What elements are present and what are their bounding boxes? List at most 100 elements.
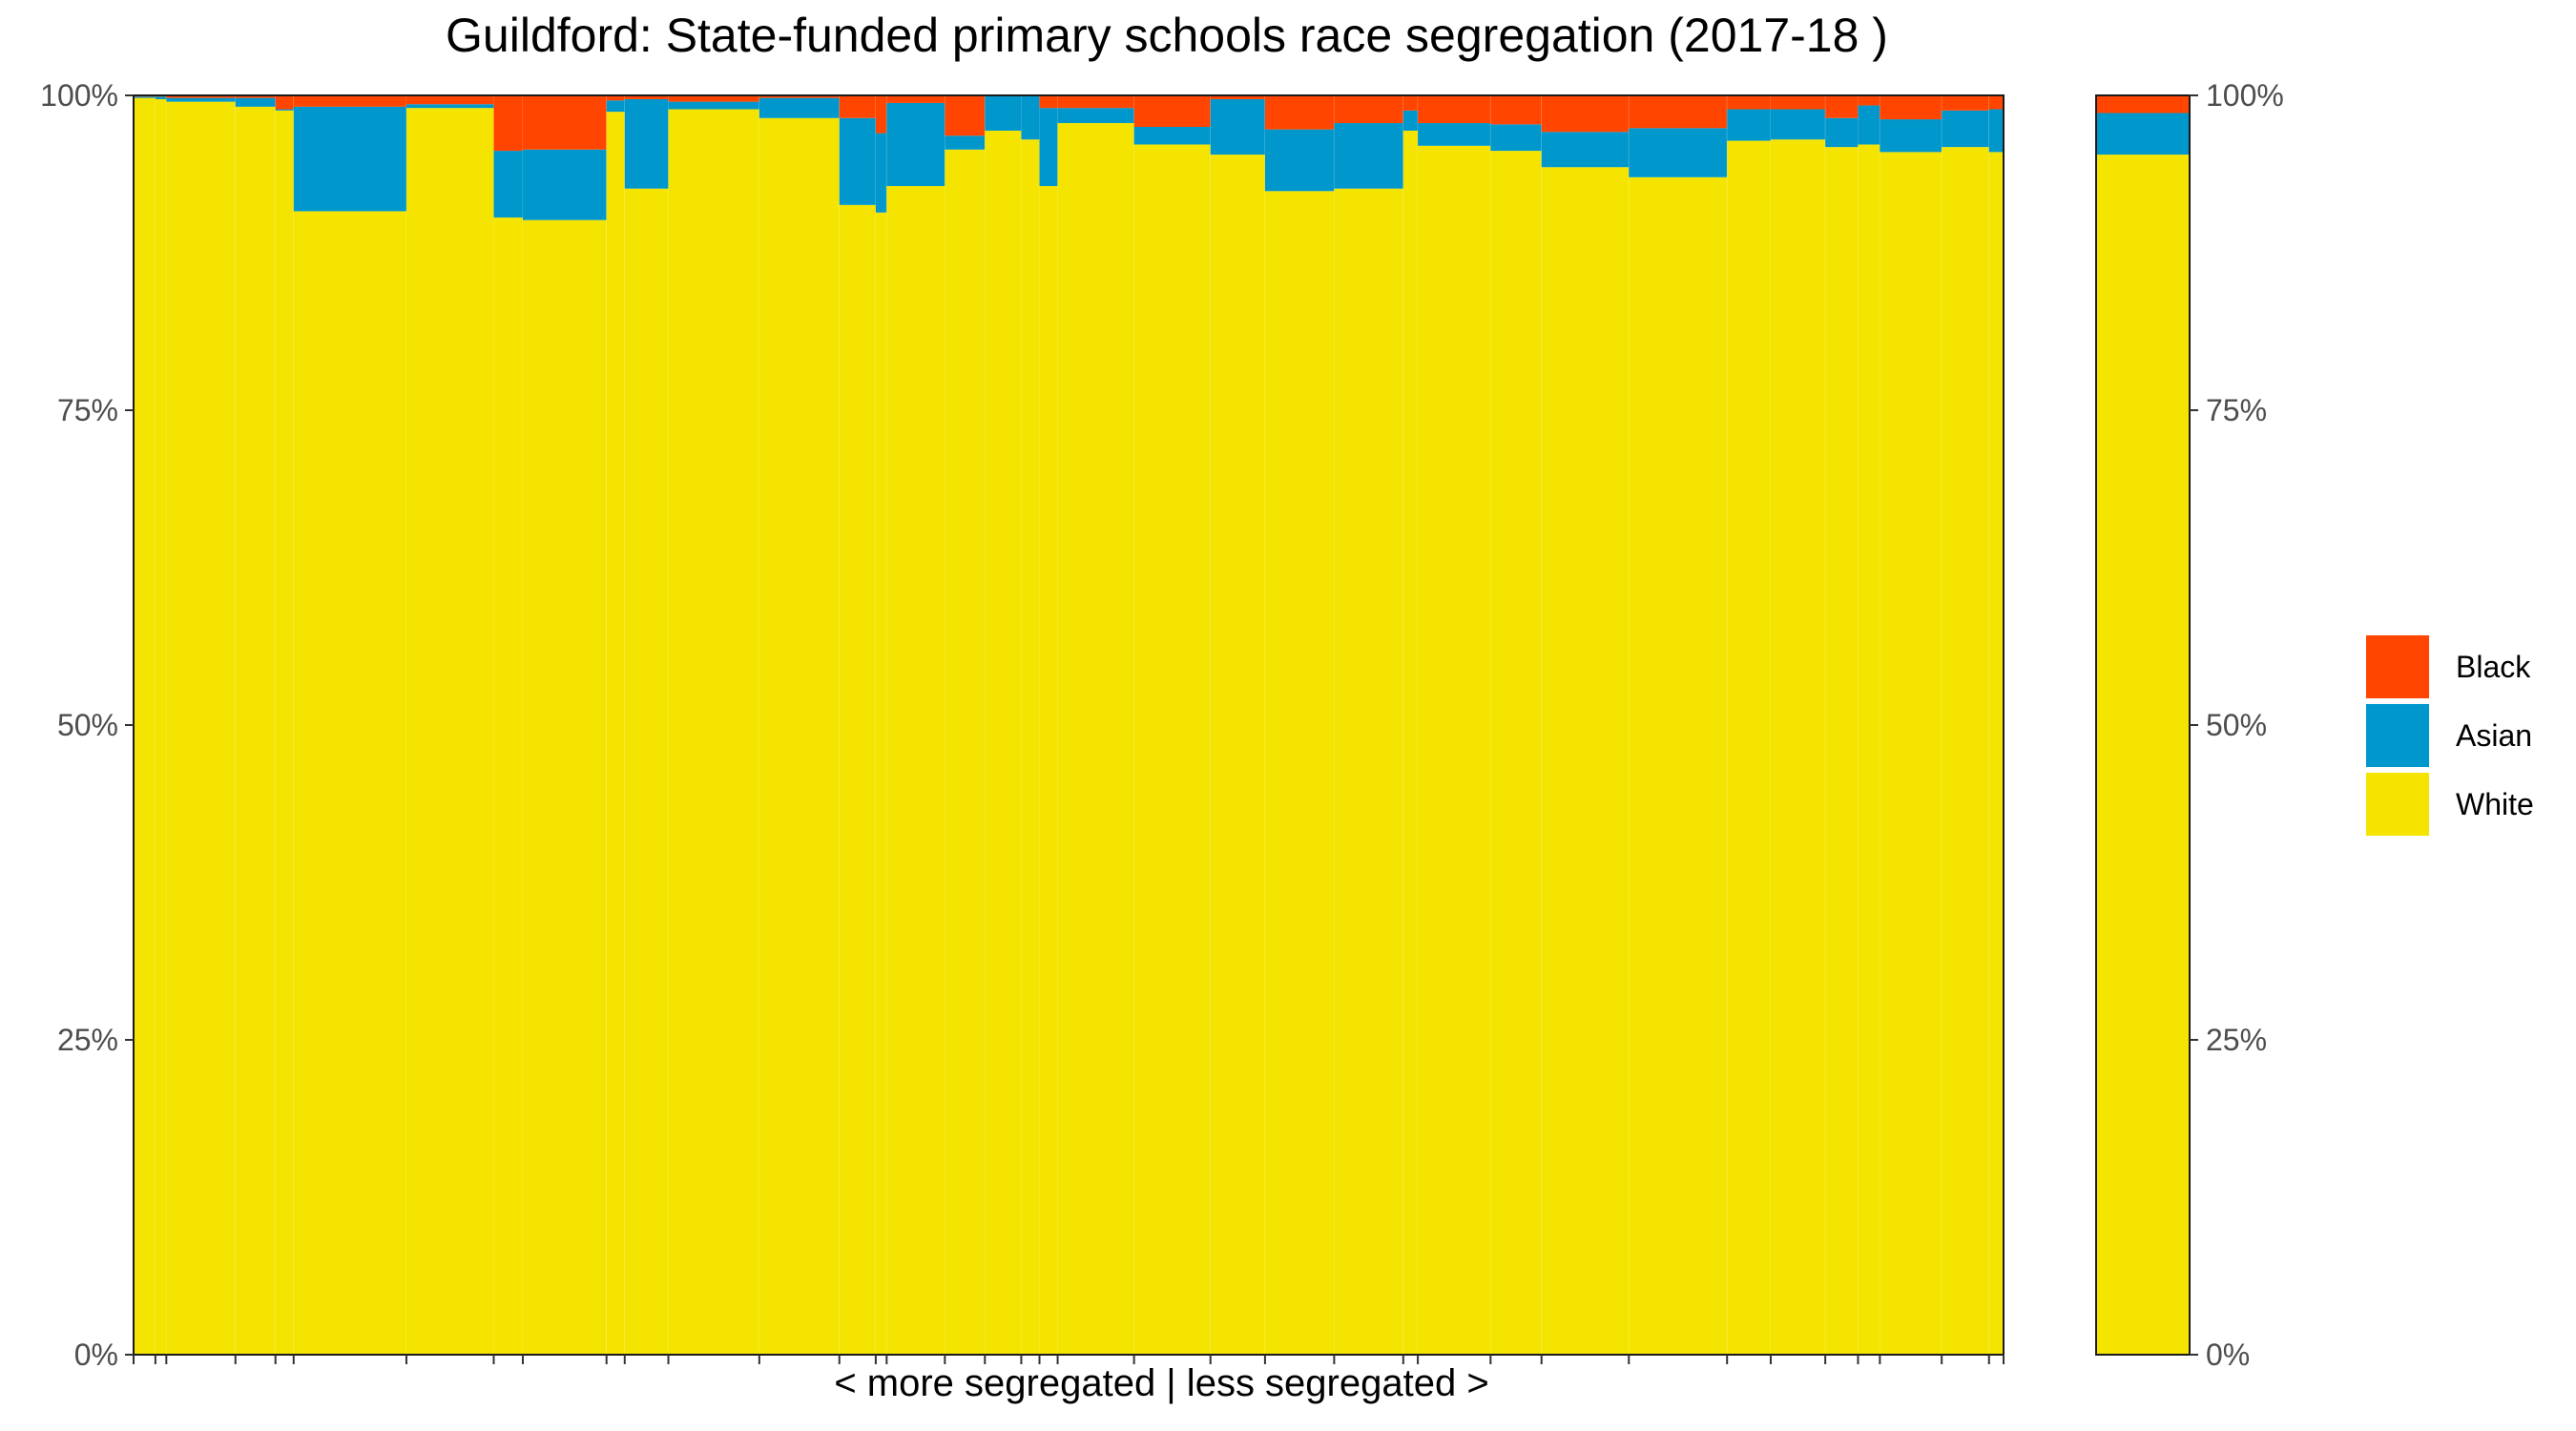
legend-swatch-asian [2366, 704, 2429, 767]
bar-segment-asian [1021, 95, 1040, 140]
bar-segment-white [1858, 144, 1880, 1356]
bar-segment-black [1133, 95, 1211, 127]
bar-segment-black [493, 95, 524, 152]
overall-segment-asian [2096, 113, 2190, 156]
bar-segment-asian [624, 98, 669, 189]
bar-segment-asian [1858, 105, 1880, 145]
bar-segment-asian [155, 96, 167, 99]
overall-segment-white [2096, 155, 2190, 1355]
overall-segment-black [2096, 95, 2190, 114]
bar-segment-white [493, 218, 524, 1355]
y-tick-label-right: 100% [2206, 78, 2284, 113]
bar-segment-white [1418, 145, 1491, 1355]
bar-segment-white [606, 112, 625, 1355]
legend-label-white: White [2456, 786, 2534, 821]
y-tick-label-left: 75% [57, 393, 118, 427]
legend-item-white: White [2366, 770, 2534, 839]
y-tick-label-left: 0% [74, 1338, 118, 1372]
bar-segment-black [875, 95, 887, 134]
bar-segment-black [606, 95, 625, 101]
bar-segment-asian [1334, 123, 1403, 189]
bar-segment-white [1942, 147, 1989, 1355]
bar-segment-black [1880, 95, 1942, 120]
school-bar-5 [275, 95, 295, 1356]
school-bar-19 [1021, 95, 1040, 1356]
bar-segment-black [1770, 95, 1826, 110]
school-bar-2 [155, 95, 167, 1356]
bar-segment-black [1418, 95, 1491, 124]
school-bar-15 [875, 95, 887, 1355]
school-bar-6 [293, 95, 407, 1356]
bar-segment-black [1988, 95, 2004, 110]
y-tick-label-right: 50% [2206, 708, 2267, 742]
bar-segment-white [1264, 191, 1335, 1355]
bar-segment-black [1825, 95, 1859, 118]
bar-segment-asian [1825, 117, 1859, 148]
bar-segment-black [1629, 95, 1728, 129]
bar-segment-asian [1942, 110, 1989, 148]
school-bar-25 [1334, 95, 1404, 1356]
bar-segment-asian [985, 95, 1022, 131]
school-bar-12 [668, 95, 760, 1355]
bar-segment-white [945, 149, 986, 1355]
school-bar-4 [235, 95, 277, 1355]
bar-segment-asian [668, 101, 759, 110]
school-bar-20 [1039, 95, 1059, 1355]
school-bar-30 [1629, 95, 1728, 1355]
bar-segment-white [235, 106, 276, 1355]
bar-segment-white [134, 97, 156, 1355]
bar-segment-white [1490, 151, 1542, 1356]
bar-segment-asian [1402, 110, 1419, 131]
school-bar-11 [624, 95, 670, 1356]
bar-segment-asian [1418, 123, 1491, 146]
school-bar-24 [1264, 95, 1335, 1355]
school-bar-13 [758, 95, 841, 1355]
school-bar-8 [493, 95, 524, 1355]
bar-segment-black [1264, 95, 1335, 130]
bar-segment-black [275, 95, 294, 110]
bar-segment-black [1402, 95, 1419, 111]
bar-segment-white [1021, 139, 1040, 1356]
bar-segment-white [523, 219, 607, 1356]
school-bar-7 [405, 95, 495, 1356]
bar-segment-asian [293, 106, 406, 212]
school-bar-37 [1988, 95, 2005, 1355]
bar-segment-asian [166, 97, 236, 102]
y-tick-label-right: 75% [2206, 393, 2267, 427]
overall-bar [2096, 95, 2190, 1355]
bar-segment-white [1210, 155, 1265, 1355]
legend-label-black: Black [2456, 649, 2531, 684]
bar-segment-white [1334, 188, 1403, 1356]
bar-segment-white [886, 186, 945, 1355]
bar-segment-asian [1057, 108, 1134, 124]
bar-segment-black [293, 95, 406, 107]
bar-segment-white [293, 211, 406, 1356]
school-bar-14 [839, 95, 877, 1356]
bar-segment-black [1210, 95, 1265, 99]
bar-segment-asian [1770, 109, 1826, 140]
bar-segment-white [1057, 123, 1134, 1355]
bar-segment-asian [405, 104, 494, 109]
bar-segment-asian [1039, 108, 1058, 187]
legend-swatch-black [2366, 635, 2429, 698]
bar-segment-asian [1541, 132, 1630, 168]
bar-segment-white [624, 188, 669, 1356]
bar-segment-black [1490, 95, 1542, 125]
bar-segment-asian [886, 102, 945, 187]
legend-item-asian: Asian [2366, 701, 2534, 770]
bar-segment-black [1858, 95, 1880, 106]
bar-segment-asian [235, 97, 276, 107]
bar-segment-white [155, 98, 167, 1356]
bar-segment-white [1629, 176, 1728, 1355]
bar-segment-black [1727, 95, 1771, 110]
school-bar-32 [1770, 95, 1826, 1356]
school-bar-16 [886, 95, 945, 1355]
bar-segment-white [1770, 139, 1826, 1356]
chart-title: Guildford: State-funded primary schools … [446, 9, 1888, 62]
school-bar-26 [1402, 95, 1419, 1356]
bar-segment-asian [493, 151, 524, 218]
bars-layer [134, 95, 2005, 1356]
bar-segment-asian [1880, 119, 1942, 153]
bar-segment-black [886, 95, 945, 103]
